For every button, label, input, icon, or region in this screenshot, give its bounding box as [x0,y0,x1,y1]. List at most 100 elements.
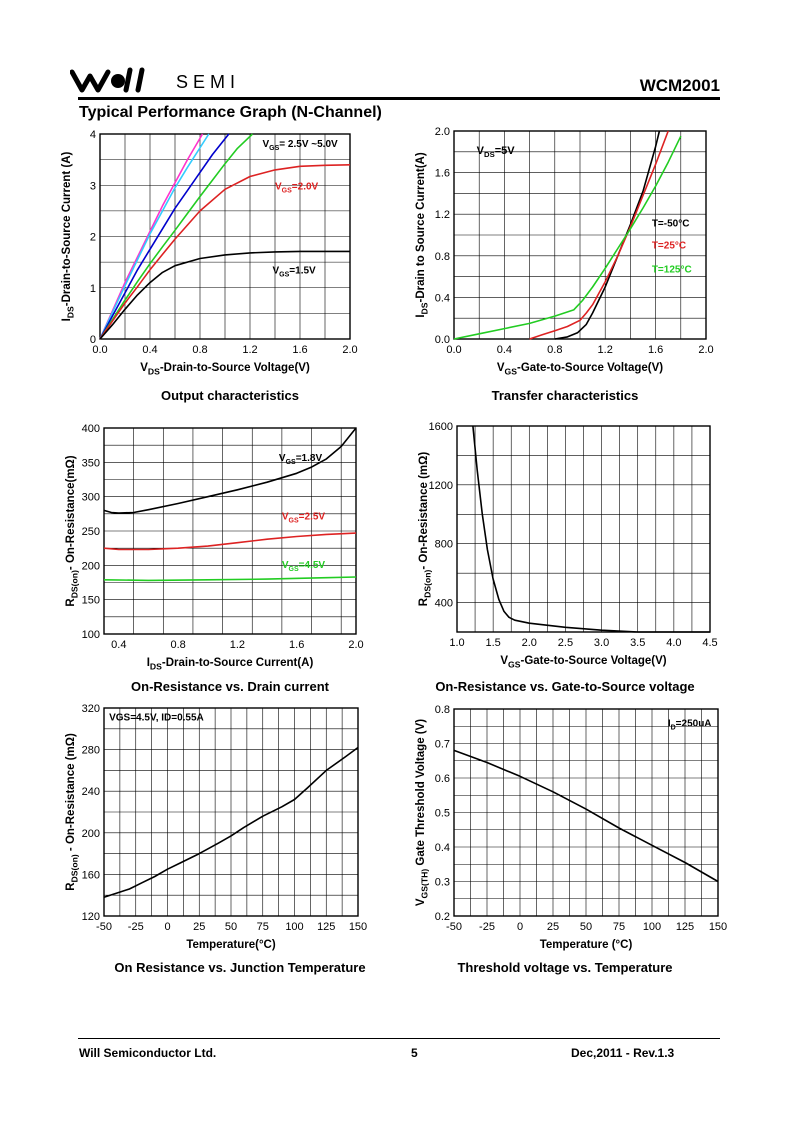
y-tick-label: 280 [82,745,100,757]
grid-lines [103,707,359,917]
x-tick-label: 0.0 [446,344,461,356]
x-tick-label: 1.2 [598,344,613,356]
plot-frame [103,707,359,917]
x-tick-label: 25 [193,921,205,933]
series-line [103,746,359,899]
on-resistance-vs-temperature-chart: -50 -25 0 25 50 75 100 125 150 120 160 200 240 280 320… [65,703,367,951]
series-line [99,133,210,340]
y-tick-label: 3 [90,180,96,192]
x-tick-label: 25 [547,921,559,933]
on-resistance-vs-drain-current-chart: 0.4 0.8 1.2 1.6 2.0 100 150 200 250 300 350 400 VGS=… [65,423,364,671]
series-line [99,133,254,340]
x-tick-label: 2.0 [698,344,713,356]
y-axis-label: VGS(TH) Gate Threshold Voltage (V) [415,719,429,906]
company-logo: SEMI [70,67,240,93]
x-tick-label: 3.5 [630,637,645,649]
y-tick-label: 240 [82,786,100,798]
x-tick-label: 3.0 [594,637,609,649]
x-tick-label: 0.8 [170,639,185,651]
chart-annotation: VGS= 2.5V ~5.0V [263,139,339,152]
series-line [99,133,230,340]
footer-separator: - [625,1046,630,1060]
x-tick-label: 4.5 [702,637,717,649]
x-tick-label: 4.0 [666,637,681,649]
threshold-voltage-vs-temperature-chart: -50 -25 0 25 50 75 100 125 150 0.2 0.3 0.4 0.5 0.6 0.7… [415,704,727,951]
y-axis-label: RDS(on) - On-Resistance (mΩ) [65,733,79,891]
output-characteristics-chart: 0.0 0.4 0.8 1.2 1.6 2.0 0 1 2 3 4 VGS= 2.5V ~5.0V VG… [61,129,358,376]
header-divider [78,97,720,100]
x-axis-label: VDS-Drain-to-Source Voltage(V) [140,362,310,376]
grid-lines [453,708,719,917]
x-tick-label: 2.5 [558,637,573,649]
y-tick-label: 100 [82,629,100,641]
y-tick-label: 200 [82,560,100,572]
part-number: WCM2001 [639,76,720,95]
y-tick-label: 0.8 [435,251,450,263]
footer-divider [78,1038,720,1039]
y-tick-label: 0.3 [435,877,450,889]
chart-annotation: T=-50°C [652,219,690,230]
y-tick-label: 150 [82,595,100,607]
y-axis-label: IDS-Drain-to-Source Current (A) [61,151,75,321]
x-tick-label: 50 [225,921,237,933]
x-tick-label: 0.8 [192,344,207,356]
footer-year: 2011 [596,1046,623,1060]
chart-annotation: VGS=2.5V [282,511,326,524]
x-axis-label: Temperature(°C) [186,939,276,951]
y-tick-label: 1.2 [435,209,450,221]
y-tick-label: 320 [82,703,100,715]
y-axis-label: RDS(on)- On-Resistance (mΩ) [418,452,432,607]
series-line [99,250,350,340]
grid-lines [103,427,356,635]
x-tick-label: 0.0 [92,344,107,356]
x-tick-label: 0.4 [497,344,512,356]
transfer-characteristics-chart: 0.0 0.4 0.8 1.2 1.6 2.0 0.0 0.4 0.8 1.2 1.6 2.0 VDS=… [415,126,714,376]
chart-annotation: T=125°C [652,264,692,275]
on-resistance-vs-drain-current-caption: On-Resistance vs. Drain current [131,679,329,694]
chart-annotation: VGS=1.8V [279,453,323,466]
chart-annotation: VGS=1.5V [273,265,317,278]
x-axis-label: VGS-Gate-to-Source Voltage(V) [497,362,663,376]
x-tick-label: 1.0 [449,637,464,649]
on-resistance-vs-gate-voltage-chart: 1.0 1.5 2.0 2.5 3.0 3.5 4.0 4.5 400 800 1200 1600 VG… [418,421,718,669]
plot-frame [456,425,711,633]
x-tick-label: 2.0 [348,639,363,651]
plot-frame [103,427,357,635]
footer-company: Will Semiconductor Ltd. [79,1046,217,1060]
x-tick-label: -25 [479,921,495,933]
series-line [453,749,719,883]
x-tick-label: 2.0 [522,637,537,649]
footer-page-number: 5 [411,1046,418,1060]
section-title: Typical Performance Graph (N-Channel) [79,104,382,121]
output-characteristics-caption: Output characteristics [161,388,299,403]
y-tick-label: 400 [435,598,453,610]
x-tick-label: 125 [317,921,335,933]
series-line [103,427,357,514]
transfer-characteristics-caption: Transfer characteristics [491,388,639,403]
y-tick-label: 350 [82,457,100,469]
x-tick-label: 1.6 [289,639,304,651]
on-resistance-vs-temperature-caption: On Resistance vs. Junction Temperature [114,960,366,975]
x-axis-label: Temperature (°C) [540,939,633,951]
y-tick-label: 0.7 [435,739,450,751]
chart-annotation: VDS=5V [477,145,516,159]
x-tick-label: 1.5 [485,637,500,649]
chart-annotation: VGS=2.0V [275,181,319,194]
x-axis-label: IDS-Drain-to-Source Current(A) [147,657,314,671]
y-tick-label: 1200 [429,480,453,492]
x-tick-label: -50 [446,921,462,933]
logo-text: SEMI [176,72,240,92]
y-tick-label: 1.6 [435,168,450,180]
series-line [103,576,357,582]
chart-annotation: T=25°C [652,241,686,252]
y-tick-label: 4 [90,129,96,141]
x-tick-label: -25 [128,921,144,933]
x-tick-label: 0 [517,921,523,933]
grid-lines [456,425,711,633]
plot-frame [453,708,719,917]
plot-frame [453,130,707,340]
footer-revision: Rev.1.3 [633,1046,675,1060]
x-tick-label: 1.6 [648,344,663,356]
y-tick-label: 0.2 [435,911,450,923]
y-tick-label: 160 [82,869,100,881]
